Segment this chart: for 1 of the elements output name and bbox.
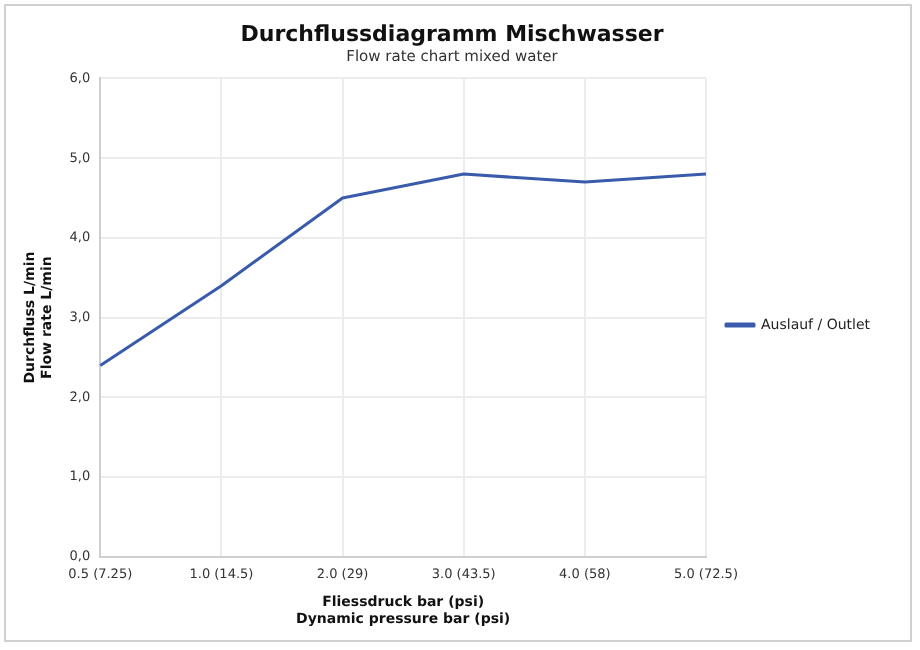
chart-title: Durchflussdiagramm Mischwasser [240,20,665,47]
